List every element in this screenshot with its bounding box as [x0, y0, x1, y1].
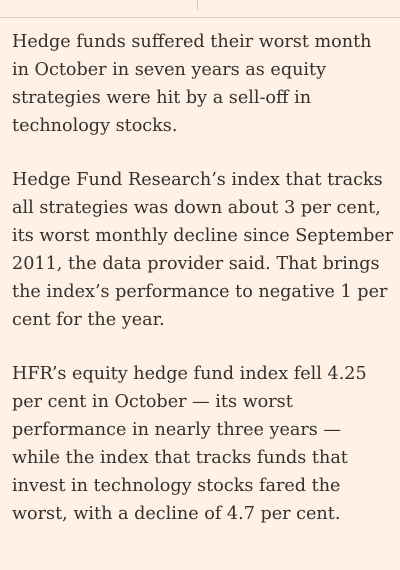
article-paragraph-1: Hedge funds suffered their worst month i…: [12, 32, 372, 136]
article-paragraph-2: Hedge Fund Research’s index that tracks …: [12, 170, 394, 330]
article-body: Hedge funds suffered their worst month i…: [12, 28, 394, 554]
article-paragraph-3: HFR’s equity hedge fund index fell 4.25 …: [12, 364, 367, 524]
top-divider: [0, 0, 400, 18]
divider-notch: [197, 0, 198, 10]
